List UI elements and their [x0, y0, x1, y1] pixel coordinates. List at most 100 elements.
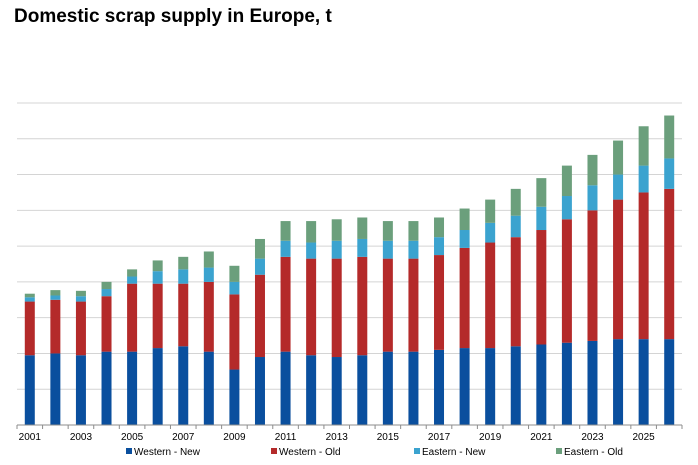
bar-segment-2020-series-2: [510, 215, 521, 238]
bar-segment-2012-series-3: [306, 221, 317, 243]
bar-segment-2021-series-2: [536, 206, 547, 231]
bar-segment-2025-series-2: [638, 165, 649, 193]
bar-segment-2022-series-0: [561, 342, 572, 425]
bar-segment-2011-series-0: [280, 351, 291, 425]
bar-segment-2026-series-3: [664, 115, 675, 159]
bar-segment-2009-series-1: [229, 294, 240, 370]
bar-segment-2018-series-0: [459, 348, 470, 425]
bar-segment-2005-series-0: [127, 351, 138, 425]
bar-segment-2001-series-1: [24, 301, 35, 356]
legend-label: Western - Old: [279, 447, 341, 458]
bar-segment-2017-series-2: [434, 237, 445, 256]
x-tick-label: 2019: [479, 432, 502, 443]
bar-segment-2025-series-3: [638, 126, 649, 166]
bar-segment-2014-series-1: [357, 256, 368, 356]
x-tick-label: 2015: [377, 432, 400, 443]
bar-segment-2010-series-1: [254, 274, 265, 358]
bars: [24, 115, 675, 425]
bar-segment-2010-series-2: [254, 258, 265, 275]
x-tick-labels: 2001 2003 2005 2007 2009 2011 2013 2015 2017 2019…: [16, 425, 683, 443]
bar-segment-2002-series-1: [50, 299, 61, 354]
bar-segment-2010-series-3: [254, 238, 265, 259]
bar-segment-2023-series-1: [587, 210, 598, 341]
bar-segment-2025-series-0: [638, 339, 649, 425]
bar-segment-2014-series-3: [357, 217, 368, 239]
bar-segment-2023-series-3: [587, 154, 598, 186]
bar-segment-2006-series-1: [152, 283, 163, 349]
bar-segment-2011-series-3: [280, 221, 291, 241]
legend-label: Eastern - Old: [564, 447, 623, 458]
bar-segment-2012-series-1: [306, 258, 317, 356]
bar-segment-2006-series-3: [152, 260, 163, 272]
legend-swatch: [271, 448, 277, 454]
bar-segment-2022-series-2: [561, 196, 572, 220]
bar-segment-2001-series-3: [24, 293, 35, 298]
bar-segment-2009-series-0: [229, 369, 240, 425]
x-tick-label: 2011: [275, 432, 297, 443]
chart-title: Domestic scrap supply in Europe, t: [14, 6, 332, 27]
bar-segment-2022-series-1: [561, 219, 572, 343]
bar-segment-2024-series-1: [613, 199, 624, 340]
x-tick-label: 2009: [223, 432, 246, 443]
bar-segment-2007-series-0: [178, 346, 189, 425]
bar-segment-2005-series-3: [127, 269, 138, 277]
bar-segment-2016-series-0: [408, 351, 419, 425]
bar-segment-2011-series-2: [280, 240, 291, 257]
bar-segment-2019-series-0: [485, 348, 496, 425]
bar-segment-2002-series-3: [50, 290, 61, 296]
bar-segment-2021-series-1: [536, 230, 547, 345]
bar-segment-2008-series-2: [203, 267, 214, 282]
x-tick-label: 2025: [633, 432, 656, 443]
bar-segment-2023-series-2: [587, 185, 598, 211]
bar-segment-2023-series-0: [587, 340, 598, 425]
bar-segment-2007-series-2: [178, 269, 189, 284]
legend-swatch: [414, 448, 420, 454]
bar-segment-2002-series-0: [50, 353, 61, 425]
bar-segment-2018-series-2: [459, 230, 470, 248]
bar-segment-2013-series-1: [331, 258, 342, 358]
bar-segment-2026-series-0: [664, 339, 675, 425]
bar-segment-2021-series-3: [536, 178, 547, 207]
bar-segment-2020-series-3: [510, 188, 521, 216]
bar-segment-2013-series-2: [331, 240, 342, 259]
bar-segment-2018-series-3: [459, 208, 470, 231]
legend-label: Western - New: [134, 447, 201, 458]
x-tick-label: 2003: [70, 432, 93, 443]
bar-segment-2015-series-1: [382, 258, 393, 352]
bar-segment-2013-series-0: [331, 357, 342, 425]
x-tick-label: 2005: [121, 432, 144, 443]
bar-segment-2017-series-3: [434, 217, 445, 238]
bar-segment-2020-series-1: [510, 237, 521, 347]
bar-segment-2009-series-3: [229, 265, 240, 282]
bar-segment-2022-series-3: [561, 165, 572, 197]
bar-segment-2024-series-3: [613, 140, 624, 175]
bar-segment-2019-series-2: [485, 222, 496, 243]
bar-segment-2014-series-2: [357, 238, 368, 257]
bar-segment-2017-series-1: [434, 255, 445, 350]
bar-segment-2008-series-0: [203, 351, 214, 425]
bar-segment-2016-series-1: [408, 258, 419, 352]
bar-segment-2012-series-2: [306, 242, 317, 259]
bar-segment-2020-series-0: [510, 346, 521, 425]
bar-segment-2003-series-1: [75, 301, 86, 356]
bar-segment-2004-series-3: [101, 281, 112, 290]
bar-segment-2019-series-1: [485, 242, 496, 349]
x-tick-label: 2001: [19, 432, 42, 443]
bar-segment-2019-series-3: [485, 199, 496, 223]
bar-segment-2024-series-0: [613, 339, 624, 425]
bar-segment-2011-series-1: [280, 256, 291, 352]
bar-segment-2024-series-2: [613, 174, 624, 200]
bar-segment-2001-series-2: [24, 297, 35, 302]
bar-segment-2003-series-0: [75, 355, 86, 425]
bar-segment-2003-series-3: [75, 290, 86, 297]
bar-segment-2007-series-3: [178, 256, 189, 270]
bar-segment-2006-series-2: [152, 271, 163, 284]
bar-segment-2004-series-1: [101, 296, 112, 352]
x-tick-label: 2021: [530, 432, 553, 443]
bar-segment-2004-series-2: [101, 289, 112, 297]
bar-segment-2015-series-3: [382, 221, 393, 241]
legend-label: Eastern - New: [422, 447, 486, 458]
bar-segment-2005-series-1: [127, 283, 138, 352]
bar-segment-2008-series-3: [203, 251, 214, 268]
